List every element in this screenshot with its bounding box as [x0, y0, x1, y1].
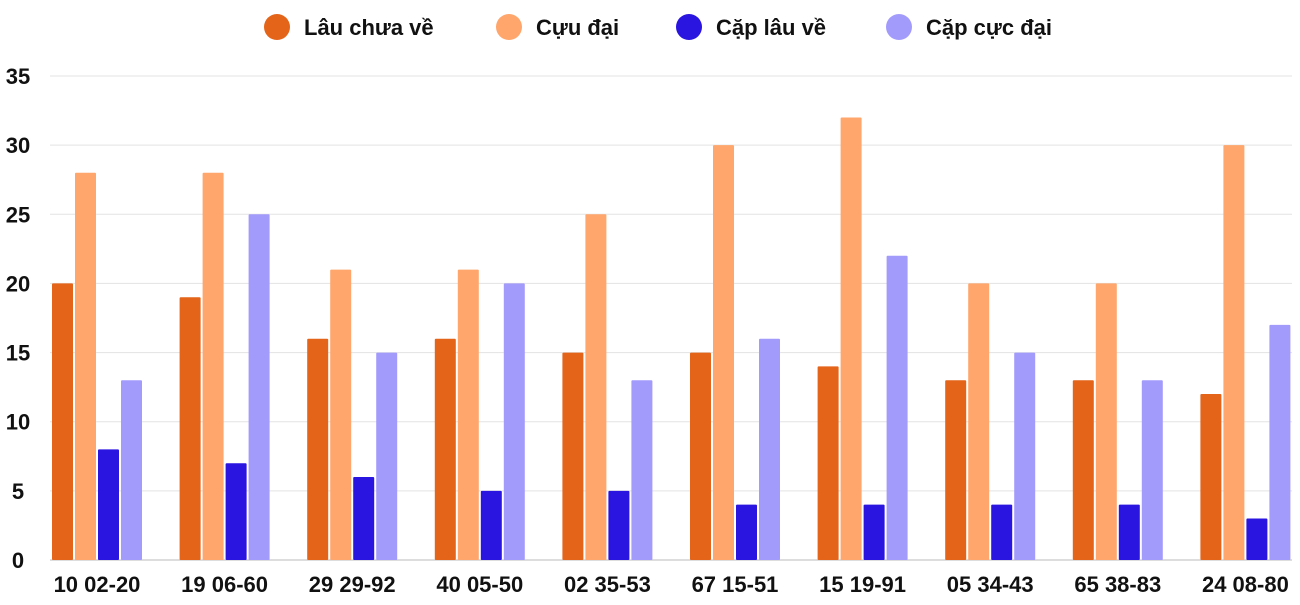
bar — [202, 172, 224, 561]
bar — [52, 283, 73, 560]
x-tick-label: 67 15-51 — [692, 572, 779, 597]
bar — [248, 214, 270, 561]
legend: Lâu chưa về Cựu đại Cặp lâu về Cặp cực đại — [264, 14, 1052, 40]
bar — [376, 352, 398, 560]
bar — [713, 145, 734, 560]
bar — [759, 338, 780, 560]
bar — [1223, 145, 1245, 560]
bar — [1269, 324, 1291, 560]
y-axis: 0 5 10 15 20 25 30 35 — [6, 64, 30, 573]
x-tick-label: 10 02-20 — [54, 572, 141, 597]
y-tick-label: 10 — [6, 410, 30, 435]
legend-label: Cựu đại — [536, 15, 619, 40]
bar — [991, 504, 1013, 560]
bar — [631, 380, 653, 560]
bar — [353, 477, 375, 560]
legend-label: Lâu chưa về — [304, 15, 434, 40]
bar — [840, 117, 862, 560]
y-tick-label: 15 — [6, 341, 30, 366]
x-tick-label: 02 35-53 — [564, 572, 651, 597]
bar — [817, 366, 839, 560]
x-tick-label: 40 05-50 — [436, 572, 523, 597]
bar — [1141, 380, 1163, 560]
bar — [121, 380, 142, 560]
legend-swatch — [496, 14, 522, 40]
bar — [968, 283, 990, 560]
y-tick-label: 25 — [6, 202, 30, 227]
bar — [98, 449, 119, 560]
x-axis: 10 02-20 19 06-60 29 29-92 40 05-50 02 35-53… — [54, 572, 1289, 597]
x-tick-label: 29 29-92 — [309, 572, 396, 597]
legend-swatch — [676, 14, 702, 40]
bars — [52, 117, 1291, 561]
x-tick-label: 15 19-91 — [819, 572, 906, 597]
legend-swatch — [886, 14, 912, 40]
bar — [945, 380, 967, 560]
y-tick-label: 0 — [12, 548, 24, 573]
x-tick-label: 05 34-43 — [947, 572, 1034, 597]
y-tick-label: 20 — [6, 271, 30, 296]
bar — [330, 269, 352, 560]
x-tick-label: 24 08-80 — [1202, 572, 1289, 597]
x-tick-label: 65 38-83 — [1074, 572, 1161, 597]
bar — [480, 490, 502, 560]
bar — [1200, 394, 1222, 560]
y-tick-label: 35 — [6, 64, 30, 89]
bar — [179, 297, 201, 560]
bar — [886, 255, 908, 560]
bar — [457, 269, 479, 560]
legend-swatch — [264, 14, 290, 40]
bar — [75, 172, 96, 561]
legend-label: Cặp cực đại — [926, 15, 1052, 40]
bar — [434, 338, 456, 560]
bar — [585, 214, 607, 561]
legend-label: Cặp lâu về — [716, 15, 826, 40]
bar — [608, 490, 630, 560]
bar — [736, 504, 757, 560]
bar — [1246, 518, 1268, 560]
y-tick-label: 30 — [6, 133, 30, 158]
bar — [562, 352, 584, 560]
bar — [1095, 283, 1117, 560]
bar — [863, 504, 885, 560]
bar — [1118, 504, 1140, 560]
bar — [1072, 380, 1094, 560]
bar — [1014, 352, 1036, 560]
y-tick-label: 5 — [12, 479, 24, 504]
bar — [307, 338, 329, 560]
bar — [503, 283, 525, 560]
bar — [690, 352, 711, 560]
bar — [225, 463, 247, 560]
x-tick-label: 19 06-60 — [181, 572, 268, 597]
